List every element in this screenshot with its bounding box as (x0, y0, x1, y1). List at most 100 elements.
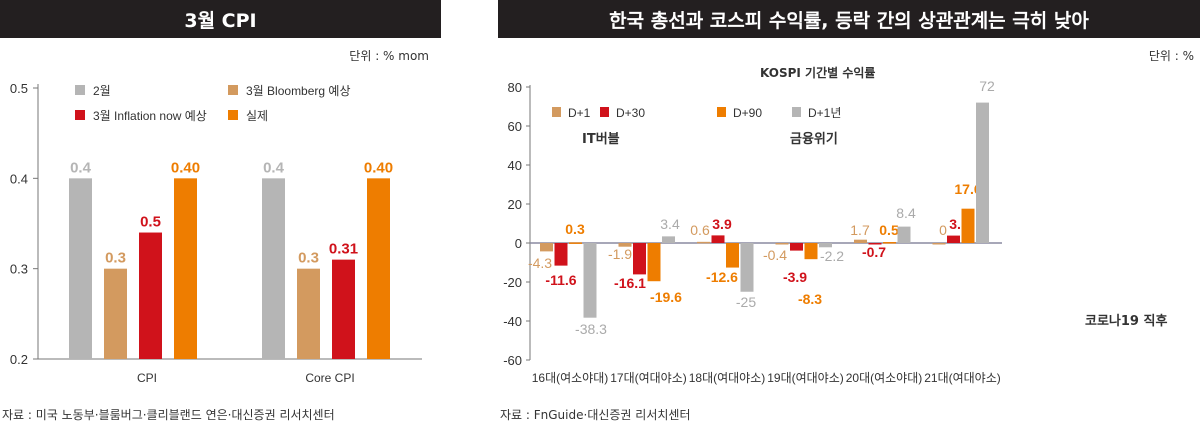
bar (554, 243, 568, 266)
data-label: 3.9 (712, 216, 732, 232)
x-tick-label: 19대(여대야소) (767, 371, 844, 385)
data-label: -11.6 (545, 272, 576, 288)
legend-label: D+1 (568, 106, 591, 120)
data-label: 0.40 (171, 159, 200, 176)
bar (868, 243, 882, 245)
legend-label: 실제 (246, 109, 268, 123)
data-label: -3.9 (783, 269, 807, 285)
legend-label: D+30 (616, 106, 645, 120)
legend-label: 3월 Bloomberg 예상 (246, 84, 351, 98)
legend-label: 2월 (93, 84, 111, 98)
annotation-financial-crisis: 금융위기 (790, 132, 838, 147)
annotation-covid: 코로나19 직후 (1085, 314, 1168, 329)
bar (790, 243, 803, 251)
annotation-it-bubble: IT버블 (582, 132, 620, 147)
y-tick-label: 0 (515, 236, 522, 251)
y-tick-label: 0.4 (10, 171, 28, 186)
legend-swatch (717, 107, 726, 117)
data-label: -19.6 (650, 289, 682, 305)
bar (804, 243, 818, 260)
bar (726, 243, 739, 268)
x-tick-label: 17대(여대야소) (610, 371, 687, 385)
left-chart-title: 3월 CPI (0, 0, 441, 38)
data-label: -0.4 (763, 247, 787, 263)
y-tick-label: -40 (503, 314, 522, 329)
bar (697, 241, 710, 244)
legend-swatch (75, 85, 85, 95)
data-label: -16.1 (614, 275, 646, 291)
data-label: -38.3 (575, 321, 607, 337)
bar (367, 178, 390, 359)
x-tick-label: 20대(여소야대) (846, 371, 923, 385)
right-unit: 단위 : % (1148, 49, 1194, 63)
data-label: 0.40 (364, 159, 393, 176)
legend-swatch (600, 107, 609, 117)
data-label: 17.6 (954, 181, 981, 197)
data-label: 0.4 (70, 159, 92, 176)
right-subtitle: KOSPI 기간별 수익률 (760, 66, 876, 80)
data-label: 0.3 (105, 250, 126, 267)
y-tick-label: 0.5 (10, 81, 28, 96)
bar (711, 235, 725, 243)
data-label: 0.31 (329, 241, 358, 258)
x-tick-label: Core CPI (305, 371, 354, 385)
y-tick-label: 40 (508, 158, 522, 173)
bar (618, 243, 632, 247)
data-label: 8.4 (896, 205, 916, 221)
bar (976, 102, 989, 243)
data-label: 72 (979, 78, 995, 94)
data-label: -4.3 (528, 255, 552, 271)
bar (647, 243, 661, 282)
legend-label: 3월 Inflation now 예상 (93, 109, 207, 123)
bar (883, 242, 896, 244)
bar (662, 236, 675, 243)
legend-swatch (792, 107, 801, 117)
legend-label: D+90 (733, 106, 762, 120)
y-tick-label: 80 (508, 80, 522, 95)
legend-swatch (228, 110, 238, 120)
bar (297, 268, 320, 359)
bar (947, 235, 960, 243)
data-label: -25 (736, 294, 756, 310)
legend-label: D+1년 (808, 106, 841, 120)
x-tick-label: 21대(여대야소) (924, 371, 1001, 385)
bar (139, 232, 162, 359)
bar (819, 243, 832, 248)
data-label: -2.2 (820, 248, 844, 264)
data-label: -12.6 (706, 269, 738, 285)
bar (961, 208, 975, 243)
bar (540, 243, 553, 252)
data-label: 0.3 (565, 221, 585, 237)
bar (69, 178, 92, 359)
left-unit: 단위 : % mom (349, 49, 429, 63)
data-label: 0.5 (879, 222, 899, 238)
data-label: 1.7 (850, 222, 870, 238)
bar (569, 242, 582, 244)
y-tick-label: -20 (503, 275, 522, 290)
bar (583, 243, 597, 318)
y-tick-label: -60 (503, 353, 522, 368)
left-source: 자료 : 미국 노동부·블룸버그·클리블랜드 연은·대신증권 리서치센터 (2, 408, 335, 422)
bar (633, 243, 646, 275)
legend-swatch (552, 107, 561, 117)
bar (854, 239, 867, 243)
legend-swatch (228, 85, 238, 95)
data-label: 0 (939, 222, 947, 238)
y-tick-label: 0.2 (10, 352, 28, 367)
bar (740, 243, 754, 292)
bar (332, 259, 355, 359)
bar (174, 178, 197, 359)
x-tick-label: 18대(여대야소) (689, 371, 766, 385)
legend-swatch (75, 110, 85, 120)
data-label: -0.7 (862, 244, 886, 260)
data-label: -8.3 (798, 291, 822, 307)
bar (932, 243, 946, 245)
data-label: 0.3 (298, 250, 319, 267)
x-tick-label: CPI (137, 371, 157, 385)
right-chart-title: 한국 총선과 코스피 수익률, 등락 간의 상관관계는 극히 낮아 (498, 0, 1200, 38)
data-label: 0.4 (263, 159, 285, 176)
y-tick-label: 20 (508, 197, 522, 212)
bar (104, 268, 127, 359)
right-source: 자료 : FnGuide·대신증권 리서치센터 (500, 408, 691, 422)
